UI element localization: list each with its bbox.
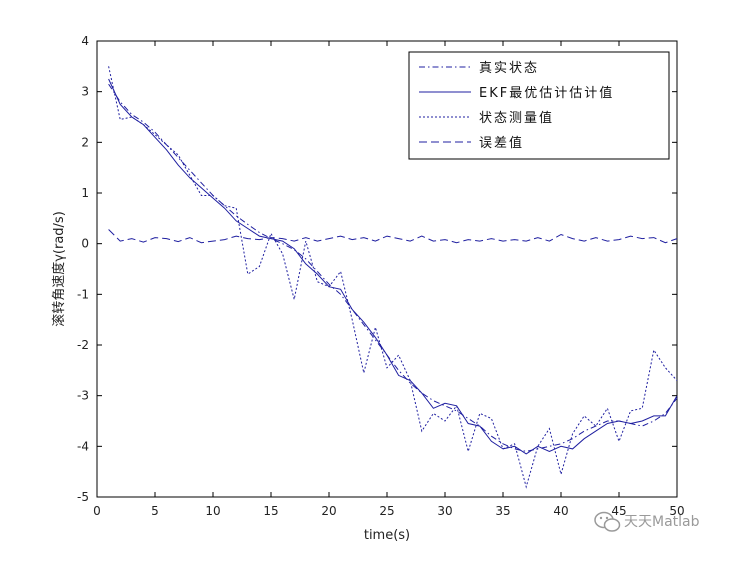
y-tick-label: 3 bbox=[81, 85, 89, 99]
y-tick-label: -4 bbox=[77, 439, 89, 453]
wechat-logo-icon bbox=[594, 511, 621, 532]
series-layer bbox=[108, 66, 678, 489]
y-tick-label: -3 bbox=[77, 389, 89, 403]
x-tick-label: 15 bbox=[263, 504, 278, 518]
y-tick-label: 0 bbox=[81, 237, 89, 251]
x-tick-label: 10 bbox=[205, 504, 220, 518]
x-tick-label: 30 bbox=[437, 504, 452, 518]
x-tick-label: 20 bbox=[321, 504, 336, 518]
legend-label-1: EKF最优估计估计值 bbox=[479, 85, 614, 101]
y-tick-label: 4 bbox=[81, 34, 89, 48]
series-line-1 bbox=[108, 78, 678, 455]
series-line-0 bbox=[108, 83, 678, 452]
y-tick-label: 2 bbox=[81, 135, 89, 149]
y-tick-label: 1 bbox=[81, 186, 89, 200]
x-tick-label: 45 bbox=[611, 504, 626, 518]
x-tick-label: 25 bbox=[379, 504, 394, 518]
watermark: 天天Matlab bbox=[594, 511, 700, 532]
x-tick-label: 35 bbox=[495, 504, 510, 518]
series-line-3 bbox=[108, 229, 678, 244]
x-axis-label: time(s) bbox=[364, 528, 410, 543]
x-tick-label: 5 bbox=[151, 504, 159, 518]
y-axis-label: 滚转角速度γ(rad/s) bbox=[51, 211, 67, 327]
legend-label-0: 真实状态 bbox=[479, 61, 539, 76]
y-tick-label: -2 bbox=[77, 338, 89, 352]
x-tick-label: 0 bbox=[93, 504, 101, 518]
watermark-text: 天天Matlab bbox=[624, 514, 700, 530]
legend-box bbox=[408, 51, 670, 160]
x-tick-label: 40 bbox=[553, 504, 568, 518]
x-tick-label: 50 bbox=[669, 504, 684, 518]
legend-label-2: 状态测量值 bbox=[479, 110, 554, 126]
legend-label-3: 误差值 bbox=[479, 135, 524, 151]
series-line-2 bbox=[108, 66, 678, 489]
y-tick-label: -5 bbox=[77, 490, 89, 504]
y-tick-label: -1 bbox=[77, 287, 89, 301]
